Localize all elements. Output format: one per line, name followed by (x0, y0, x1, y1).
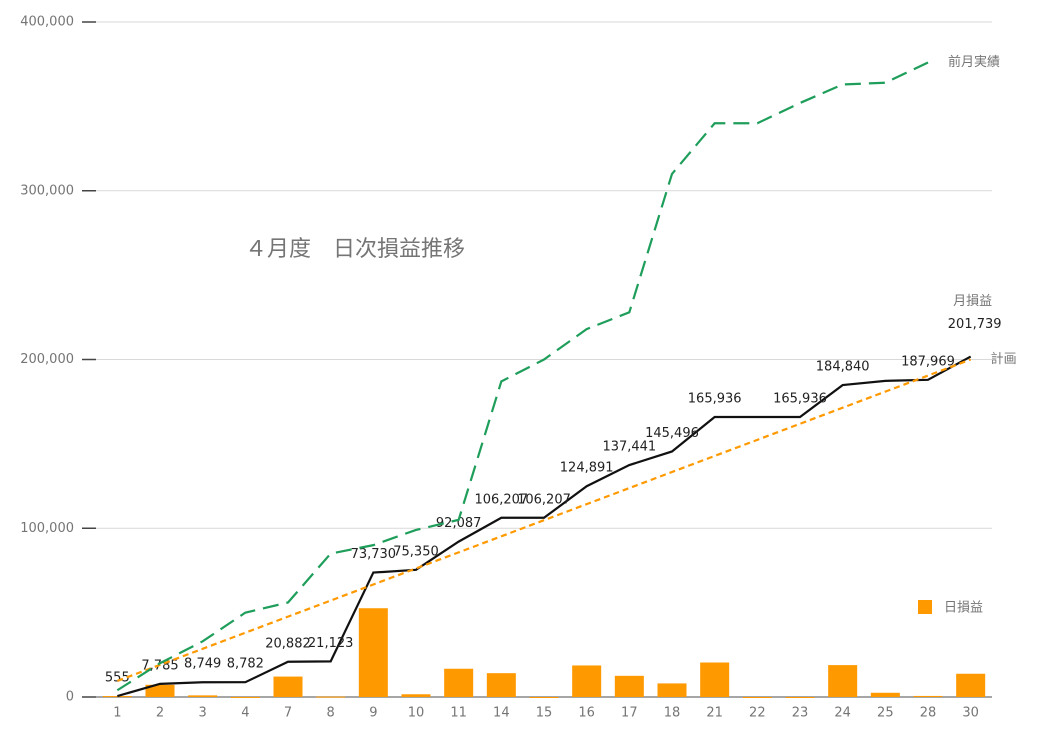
bar (230, 696, 260, 698)
bar (785, 697, 815, 698)
data-label: 165,936 (773, 391, 827, 406)
bar (870, 692, 900, 697)
series-label: 月損益 (953, 294, 992, 309)
y-tick-label: 0 (66, 690, 74, 705)
bar (700, 662, 730, 697)
data-label: 92,087 (436, 516, 482, 531)
data-label: 73,730 (351, 547, 397, 562)
x-tick-label: 11 (450, 706, 467, 721)
series-label: 計画 (991, 351, 1017, 367)
data-label: 201,739 (948, 317, 1002, 332)
bar (657, 683, 687, 697)
x-tick-label: 8 (327, 706, 335, 721)
bar (401, 694, 431, 697)
data-label: 106,207 (517, 492, 571, 507)
data-label: 145,496 (645, 426, 699, 441)
data-label: 75,350 (393, 544, 439, 559)
bar (188, 695, 218, 697)
data-label: 21,123 (308, 636, 354, 651)
legend-label: 日損益 (944, 601, 983, 616)
legend-swatch (918, 600, 932, 614)
chart-title: ４月度 日次損益推移 (245, 237, 465, 262)
data-label: 106,207 (474, 492, 528, 507)
y-tick-label: 100,000 (20, 521, 74, 536)
bar (358, 608, 388, 697)
x-tick-label: 24 (834, 706, 851, 721)
series-label: 前月実績 (948, 54, 1000, 70)
data-label: 20,882 (265, 636, 311, 651)
data-label: 187,969 (901, 354, 955, 369)
x-tick-label: 23 (792, 706, 809, 721)
bar (572, 665, 602, 697)
data-label: 8,749 (184, 657, 221, 672)
bar (913, 695, 943, 697)
bar (828, 665, 858, 697)
line (117, 355, 972, 698)
bar (614, 675, 644, 697)
bar (742, 697, 772, 698)
x-tick-label: 17 (621, 706, 638, 721)
x-tick-label: 1 (113, 706, 121, 721)
data-label: 124,891 (560, 461, 614, 476)
bar (145, 684, 175, 697)
x-tick-label: 9 (369, 706, 377, 721)
bar (956, 673, 986, 697)
x-tick-label: 14 (493, 706, 510, 721)
x-tick-label: 28 (920, 706, 937, 721)
x-tick-label: 18 (664, 706, 681, 721)
x-tick-label: 3 (199, 706, 207, 721)
data-label: 555 (105, 671, 130, 686)
data-label: 137,441 (602, 440, 656, 455)
x-tick-label: 22 (749, 706, 766, 721)
data-label: 8,782 (227, 657, 264, 672)
line (116, 358, 972, 682)
y-tick-label: 400,000 (20, 15, 74, 30)
line (116, 61, 929, 692)
data-label: 165,936 (688, 391, 742, 406)
x-tick-label: 7 (284, 706, 292, 721)
bar (102, 696, 132, 698)
bar (316, 696, 346, 698)
y-tick-label: 200,000 (20, 352, 74, 367)
data-label: 184,840 (816, 360, 870, 375)
x-tick-label: 25 (877, 706, 894, 721)
bar (273, 676, 303, 697)
x-tick-label: 21 (706, 706, 723, 721)
x-tick-label: 4 (241, 706, 249, 721)
bar (444, 668, 474, 697)
x-tick-label: 30 (962, 706, 979, 721)
x-tick-label: 15 (536, 706, 553, 721)
y-tick-label: 300,000 (20, 183, 74, 198)
bar (529, 697, 559, 698)
bar (486, 673, 516, 697)
x-tick-label: 2 (156, 706, 164, 721)
x-tick-label: 10 (408, 706, 425, 721)
x-tick-label: 16 (578, 706, 595, 721)
